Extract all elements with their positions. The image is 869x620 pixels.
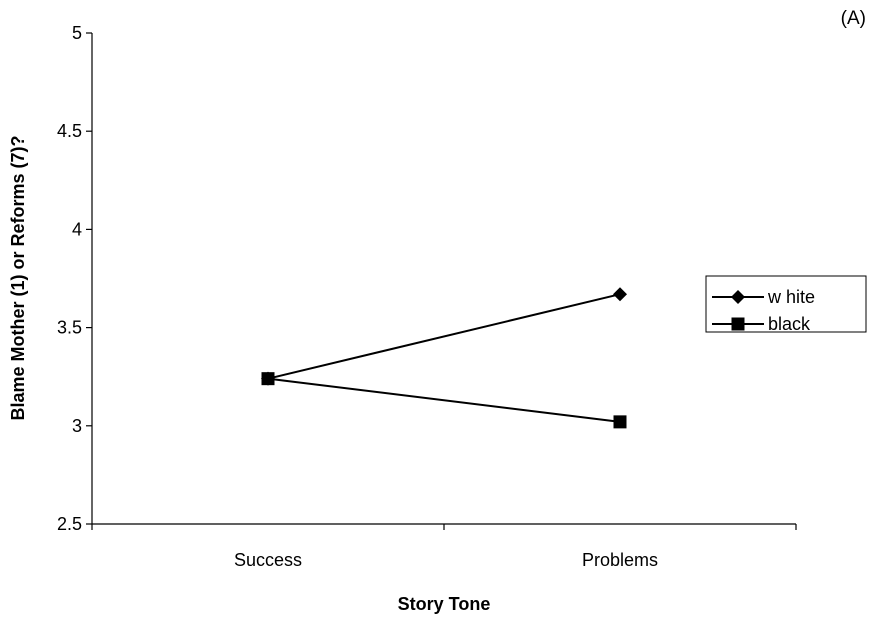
- series-layer: [261, 287, 627, 429]
- legend-items: w hite black: [712, 287, 815, 334]
- x-axis-title: Story Tone: [398, 594, 491, 614]
- legend-marker: [731, 317, 745, 331]
- data-point-black: [261, 372, 275, 386]
- y-ticks: 2.5 3 3.5 4 4.5 5: [57, 23, 92, 534]
- y-tick-label: 2.5: [57, 514, 82, 534]
- data-point-black: [613, 415, 627, 429]
- legend-marker: [731, 290, 745, 304]
- y-tick-label: 5: [72, 23, 82, 43]
- y-tick-label: 3: [72, 416, 82, 436]
- x-tick-label: Success: [234, 550, 302, 570]
- y-tick-label: 3.5: [57, 318, 82, 338]
- y-axis-title: Blame Mother (1) or Reforms (7)?: [8, 135, 28, 420]
- legend-label: black: [768, 314, 811, 334]
- series-line-white: [267, 293, 621, 380]
- y-tick-label: 4: [72, 219, 82, 239]
- x-tick-label: Problems: [582, 550, 658, 570]
- legend-label: w hite: [767, 287, 815, 307]
- data-point-white: [613, 287, 627, 302]
- series-line-black: [267, 377, 621, 423]
- panel-label: (A): [841, 8, 866, 29]
- y-tick-label: 4.5: [57, 121, 82, 141]
- legend: w hite black: [705, 275, 867, 334]
- x-ticks: Success Problems: [91, 524, 797, 570]
